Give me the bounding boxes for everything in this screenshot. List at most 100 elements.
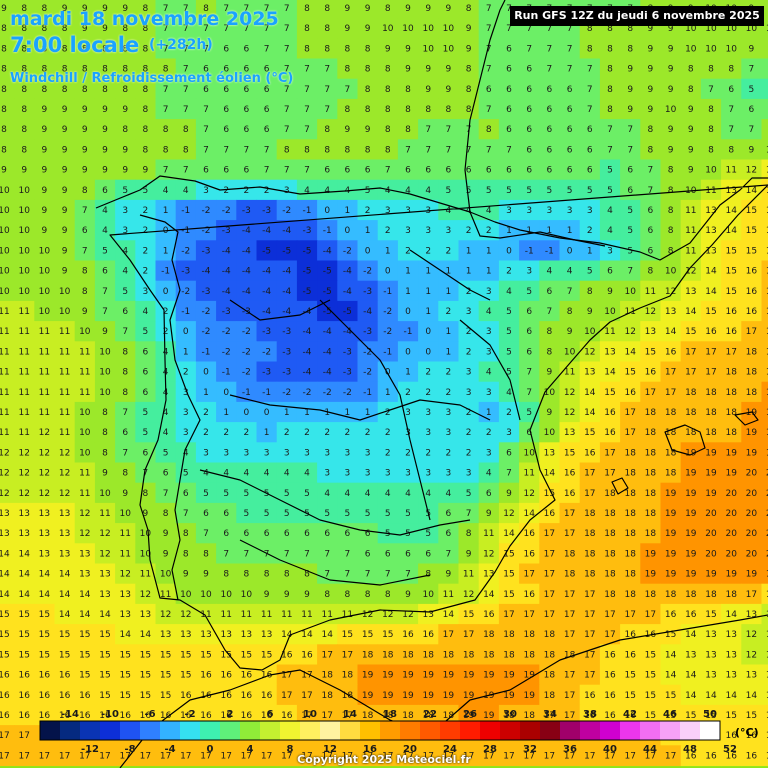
- grid-value: 14: [0, 549, 10, 559]
- grid-value: 7: [365, 570, 371, 580]
- field-cell: [700, 220, 722, 241]
- grid-value: 15: [241, 650, 252, 660]
- grid-value: -4: [242, 267, 251, 277]
- grid-value: 11: [0, 347, 10, 357]
- field-cell: [640, 220, 662, 241]
- grid-value: -4: [303, 347, 312, 357]
- grid-value: 18: [523, 650, 535, 660]
- grid-value: 3: [526, 206, 532, 216]
- grid-value: 8: [1, 145, 7, 155]
- grid-value: 3: [446, 469, 452, 479]
- legend-swatch: [400, 721, 421, 740]
- grid-value: 11: [483, 529, 494, 539]
- grid-value: 8: [324, 125, 330, 135]
- grid-value: 4: [163, 186, 169, 196]
- grid-value: 9: [264, 590, 270, 600]
- field-cell: [620, 139, 641, 161]
- grid-value: 5: [627, 206, 633, 216]
- grid-value: 14: [140, 630, 152, 640]
- field-cell: [94, 179, 116, 201]
- field-cell: [337, 38, 359, 60]
- grid-value: 10: [18, 267, 30, 277]
- legend-swatch: [680, 721, 701, 740]
- grid-value: 9: [648, 85, 654, 95]
- grid-value: 13: [119, 590, 130, 600]
- grid-value: 9: [567, 327, 573, 337]
- field-cell: [438, 58, 460, 80]
- grid-value: 16: [79, 711, 91, 721]
- field-cell: [34, 199, 56, 221]
- grid-value: 3: [486, 388, 492, 398]
- parameter-name: Windchill / Refroidissement éolien (°C): [10, 71, 294, 86]
- field-cell: [620, 220, 641, 241]
- grid-value: 7: [163, 105, 169, 115]
- grid-value: 16: [624, 650, 636, 660]
- grid-value: 8: [587, 44, 593, 54]
- grid-value: 17: [564, 529, 575, 539]
- grid-value: 19: [725, 570, 737, 580]
- grid-value: 9: [345, 125, 351, 135]
- field-cell: [660, 119, 682, 140]
- grid-value: 9: [42, 226, 48, 236]
- grid-value: 8: [547, 327, 553, 337]
- grid-value: 0: [163, 287, 169, 297]
- field-cell: [115, 240, 136, 262]
- field-cell: [539, 78, 561, 100]
- grid-value: 10: [79, 327, 91, 337]
- grid-value: 19: [503, 691, 515, 701]
- grid-value: -1: [545, 246, 554, 256]
- legend-swatch: [40, 721, 61, 740]
- field-cell: [418, 58, 439, 80]
- grid-value: 2: [506, 408, 512, 418]
- grid-value: 8: [446, 105, 452, 115]
- grid-value: 1: [466, 267, 472, 277]
- grid-value: 18: [604, 489, 616, 499]
- grid-value: 12: [39, 448, 50, 458]
- grid-value: 0: [324, 206, 330, 216]
- field-cell: [54, 78, 76, 100]
- grid-value: 13: [544, 448, 555, 458]
- field-cell: [195, 58, 217, 80]
- grid-value: 4: [506, 287, 512, 297]
- field-cell: [660, 159, 682, 181]
- field-cell: [579, 58, 601, 80]
- grid-value: -1: [363, 388, 372, 398]
- grid-value: 6: [587, 166, 593, 176]
- grid-value: 15: [180, 650, 191, 660]
- grid-value: 12: [59, 469, 70, 479]
- grid-value: 1: [486, 267, 492, 277]
- legend-top-label: 46: [663, 709, 677, 720]
- grid-value: 9: [466, 24, 472, 34]
- grid-value: 8: [405, 125, 411, 135]
- field-cell: [276, 98, 298, 120]
- grid-value: -4: [323, 368, 332, 378]
- grid-value: 1: [183, 347, 189, 357]
- grid-value: 18: [604, 509, 616, 519]
- field-cell: [519, 78, 540, 100]
- grid-value: 3: [304, 448, 310, 458]
- grid-value: 6: [728, 85, 734, 95]
- field-cell: [377, 119, 399, 140]
- field-cell: [438, 38, 460, 60]
- field-cell: [14, 119, 35, 140]
- grid-value: 17: [564, 509, 575, 519]
- grid-value: -3: [262, 368, 271, 378]
- grid-value: 8: [21, 105, 27, 115]
- grid-value: 7: [749, 125, 755, 135]
- grid-value: 7: [183, 105, 189, 115]
- field-cell: [256, 139, 278, 161]
- field-cell: [519, 220, 540, 241]
- grid-value: 1: [405, 267, 411, 277]
- field-cell: [317, 139, 338, 161]
- grid-value: 16: [523, 590, 535, 600]
- field-cell: [256, 240, 278, 262]
- grid-value: 3: [345, 469, 351, 479]
- grid-value: 14: [665, 671, 677, 681]
- grid-value: 7: [385, 570, 391, 580]
- grid-value: 19: [685, 469, 697, 479]
- grid-value: 15: [119, 671, 130, 681]
- grid-value: -3: [343, 368, 352, 378]
- grid-value: 15: [665, 691, 676, 701]
- grid-value: 2: [446, 246, 452, 256]
- field-cell: [14, 0, 35, 19]
